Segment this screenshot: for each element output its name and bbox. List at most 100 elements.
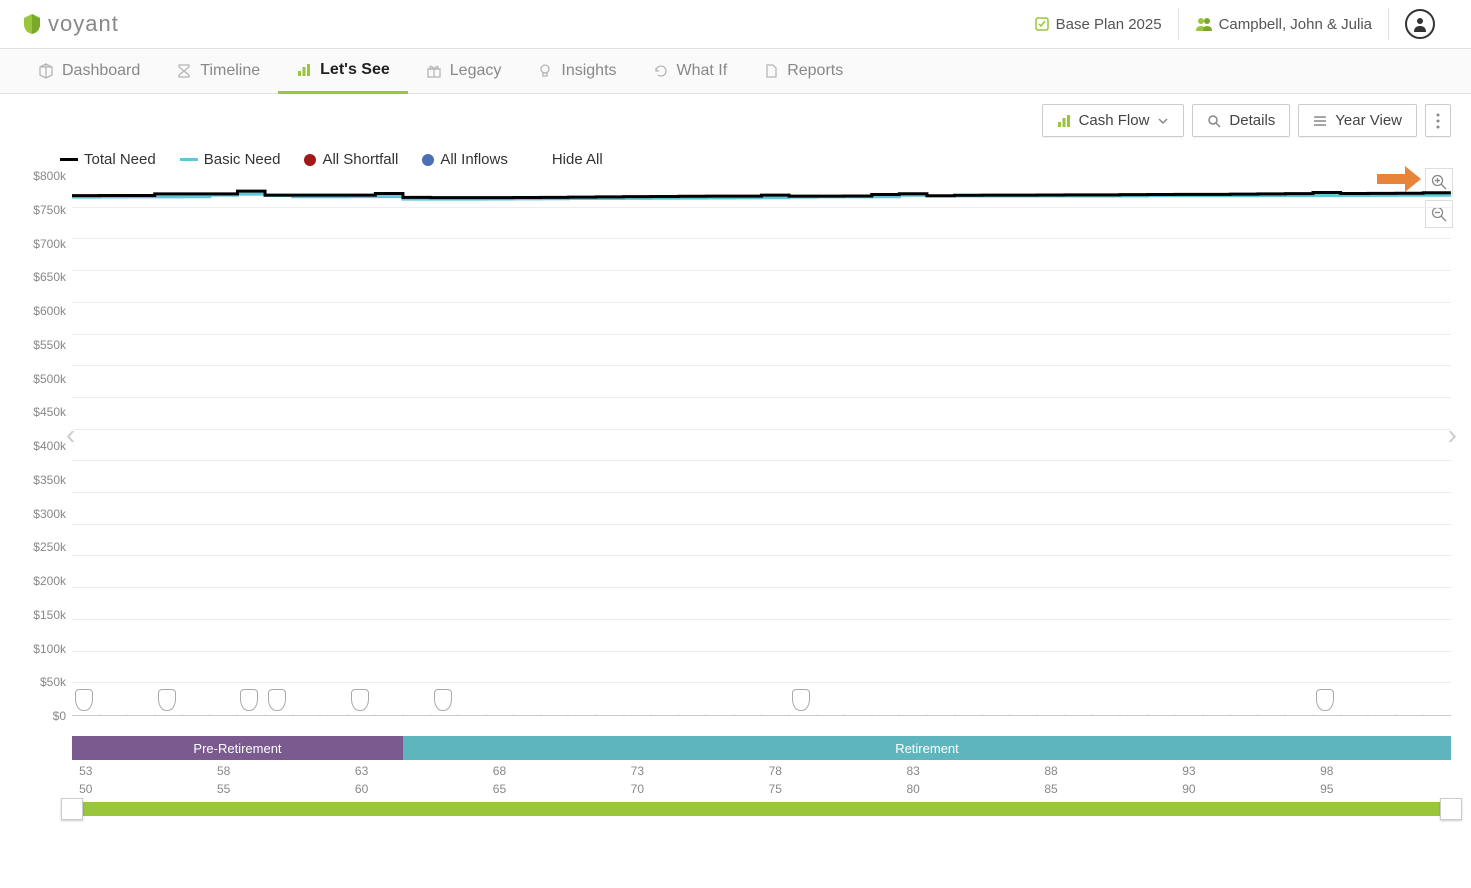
slider-handle-right[interactable] [1440, 798, 1462, 820]
bar-col[interactable] [1148, 713, 1176, 715]
brand-text: voyant [48, 11, 119, 37]
bar-col[interactable] [1313, 713, 1341, 715]
milestone-shield[interactable] [351, 689, 369, 711]
chart-plot[interactable]: ‹ › [72, 176, 1451, 716]
details-label: Details [1229, 112, 1275, 129]
milestone-shield[interactable] [75, 689, 93, 711]
bar-col[interactable] [1396, 713, 1424, 715]
bar-col[interactable] [1258, 713, 1286, 715]
bar-col[interactable] [734, 713, 762, 715]
bar-col[interactable] [1230, 713, 1258, 715]
legend-shortfall[interactable]: All Shortfall [304, 151, 398, 168]
bar-col[interactable] [1203, 713, 1231, 715]
bar-col[interactable] [1341, 713, 1369, 715]
tab-insights[interactable]: Insights [519, 49, 634, 93]
bar-col[interactable] [265, 713, 293, 715]
bar-col[interactable] [789, 713, 817, 715]
bar-col[interactable] [1065, 713, 1093, 715]
bar-col[interactable] [293, 713, 321, 715]
bar-col[interactable] [375, 713, 403, 715]
more-icon [1436, 113, 1440, 129]
tab-let-s-see[interactable]: Let's See [278, 49, 408, 94]
range-slider[interactable] [72, 802, 1451, 816]
milestone-shield[interactable] [158, 689, 176, 711]
bar-col[interactable] [320, 713, 348, 715]
bar-col[interactable] [1285, 713, 1313, 715]
x-axis-top: 53586368737883889398 [72, 760, 1451, 778]
tab-dashboard[interactable]: Dashboard [20, 49, 158, 93]
bar-col[interactable] [486, 713, 514, 715]
bar-col[interactable] [955, 713, 983, 715]
bar-col[interactable] [1092, 713, 1120, 715]
bar-col[interactable] [100, 713, 128, 715]
legend-hide-all[interactable]: Hide All [552, 151, 603, 168]
bar-col[interactable] [210, 713, 238, 715]
bar-col[interactable] [1423, 713, 1451, 715]
legend-basic-need[interactable]: Basic Need [180, 151, 281, 168]
chart-icon [1057, 114, 1071, 128]
bar-col[interactable] [403, 713, 431, 715]
bar-col[interactable] [706, 713, 734, 715]
phase-pre-retirement: Pre-Retirement [72, 736, 403, 760]
clients-selector[interactable]: Campbell, John & Julia [1178, 8, 1388, 40]
more-button[interactable] [1425, 104, 1451, 137]
legend-total-need[interactable]: Total Need [60, 151, 156, 168]
phase-bar: Pre-RetirementRetirement [72, 736, 1451, 760]
bar-col[interactable] [182, 713, 210, 715]
bar-col[interactable] [761, 713, 789, 715]
bar-col[interactable] [1120, 713, 1148, 715]
avatar-icon [1405, 9, 1435, 39]
slider-handle-left[interactable] [61, 798, 83, 820]
bar-col[interactable] [1175, 713, 1203, 715]
view-button[interactable]: Year View [1298, 104, 1417, 137]
bar-col[interactable] [982, 713, 1010, 715]
clients-icon [1195, 17, 1213, 31]
bar-col[interactable] [1010, 713, 1038, 715]
clients-label: Campbell, John & Julia [1219, 16, 1372, 33]
bar-col[interactable] [155, 713, 183, 715]
legend-inflows[interactable]: All Inflows [422, 151, 508, 168]
bar-col[interactable] [844, 713, 872, 715]
phase-retirement: Retirement [403, 736, 1451, 760]
bar-col[interactable] [596, 713, 624, 715]
x-axis-bottom: 50556065707580859095 [72, 778, 1451, 796]
bar-col[interactable] [872, 713, 900, 715]
chart-type-dropdown[interactable]: Cash Flow [1042, 104, 1185, 137]
user-menu[interactable] [1388, 8, 1451, 40]
plan-selector[interactable]: Base Plan 2025 [1018, 8, 1178, 40]
bar-col[interactable] [624, 713, 652, 715]
milestone-shield[interactable] [792, 689, 810, 711]
bar-col[interactable] [513, 713, 541, 715]
bar-col[interactable] [817, 713, 845, 715]
tab-legacy[interactable]: Legacy [408, 49, 520, 93]
list-icon [1313, 114, 1327, 128]
magnify-icon [1207, 114, 1221, 128]
bar-col[interactable] [458, 713, 486, 715]
bar-col[interactable] [431, 713, 459, 715]
logo-icon [20, 12, 44, 36]
bar-col[interactable] [679, 713, 707, 715]
milestone-shield[interactable] [1316, 689, 1334, 711]
tab-what-if[interactable]: What If [635, 49, 746, 93]
bar-col[interactable] [568, 713, 596, 715]
bar-col[interactable] [72, 713, 100, 715]
milestone-shield[interactable] [434, 689, 452, 711]
bar-col[interactable] [899, 713, 927, 715]
tab-reports[interactable]: Reports [745, 49, 861, 93]
logo[interactable]: voyant [20, 11, 119, 37]
bar-col[interactable] [1037, 713, 1065, 715]
nav-tabs: DashboardTimelineLet's SeeLegacyInsights… [0, 48, 1471, 94]
bar-col[interactable] [127, 713, 155, 715]
tab-timeline[interactable]: Timeline [158, 49, 278, 93]
plan-label: Base Plan 2025 [1056, 16, 1162, 33]
bar-col[interactable] [927, 713, 955, 715]
dropdown-label: Cash Flow [1079, 112, 1150, 129]
milestone-shield[interactable] [268, 689, 286, 711]
bar-col[interactable] [348, 713, 376, 715]
bar-col[interactable] [237, 713, 265, 715]
details-button[interactable]: Details [1192, 104, 1290, 137]
bar-col[interactable] [541, 713, 569, 715]
bar-col[interactable] [651, 713, 679, 715]
plan-icon [1034, 16, 1050, 32]
bar-col[interactable] [1368, 713, 1396, 715]
